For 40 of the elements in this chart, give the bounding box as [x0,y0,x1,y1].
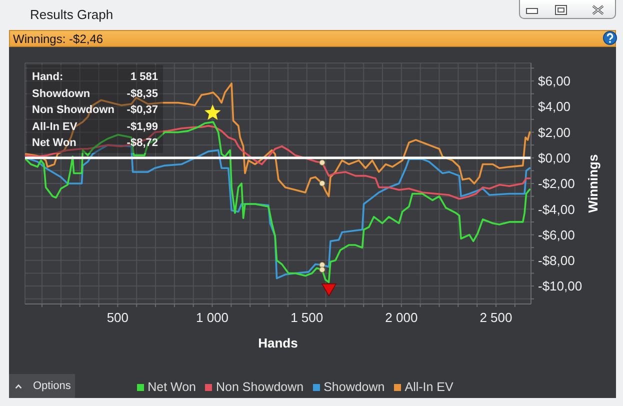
chart-subtitle: Winnings: -$2,46 [13,32,104,46]
point [319,266,326,273]
y-tick-label: -$10,00 [538,278,582,294]
text: Options [33,380,71,392]
annotation: Non Showdown [32,104,114,116]
annotation: Hand: [32,71,64,84]
y-tick-label: $6,00 [538,74,571,89]
x-tick-label: 2 000 [385,310,418,326]
legend-label: All-In EV [404,380,454,394]
line-series [25,121,531,284]
y-tick-label: $2,00 [538,124,571,140]
annotation: -$8,72 [126,137,158,150]
annotation: Showdown [32,88,90,100]
legend-label: Non Showdown [216,380,304,394]
line-series [25,82,531,198]
x-tick-label: 2 500 [480,310,512,326]
legend-label: Net Won [148,380,196,394]
x-tick-label: 1 000 [196,310,229,326]
y-tick-label: $0,00 [538,150,571,166]
x-tick-label: 500 [106,310,129,326]
y-tick-label: $4,00 [538,99,571,114]
y-tick-label: -$6,00 [538,227,575,242]
y-axis-title: Winnings [586,154,600,213]
annotation: Net Won [32,137,76,150]
legend-label: Showdown [324,380,385,394]
y-tick-label: -$4,00 [538,202,575,217]
chart-title: Results Graph [30,7,114,22]
annotation: -$1,99 [126,120,158,133]
annotation: All-In EV [32,120,78,133]
point [319,180,326,186]
annotation: 1 581 [130,71,158,84]
y-tick-label: -$2,00 [538,176,575,192]
point [319,160,326,166]
annotation: -$8,35 [126,88,158,100]
y-tick-label: -$8,00 [538,253,575,268]
point [204,104,221,120]
point [322,284,336,296]
x-tick-label: 1 500 [290,310,324,326]
annotation: -$0,37 [126,104,158,116]
x-axis-title: Hands [258,336,298,350]
